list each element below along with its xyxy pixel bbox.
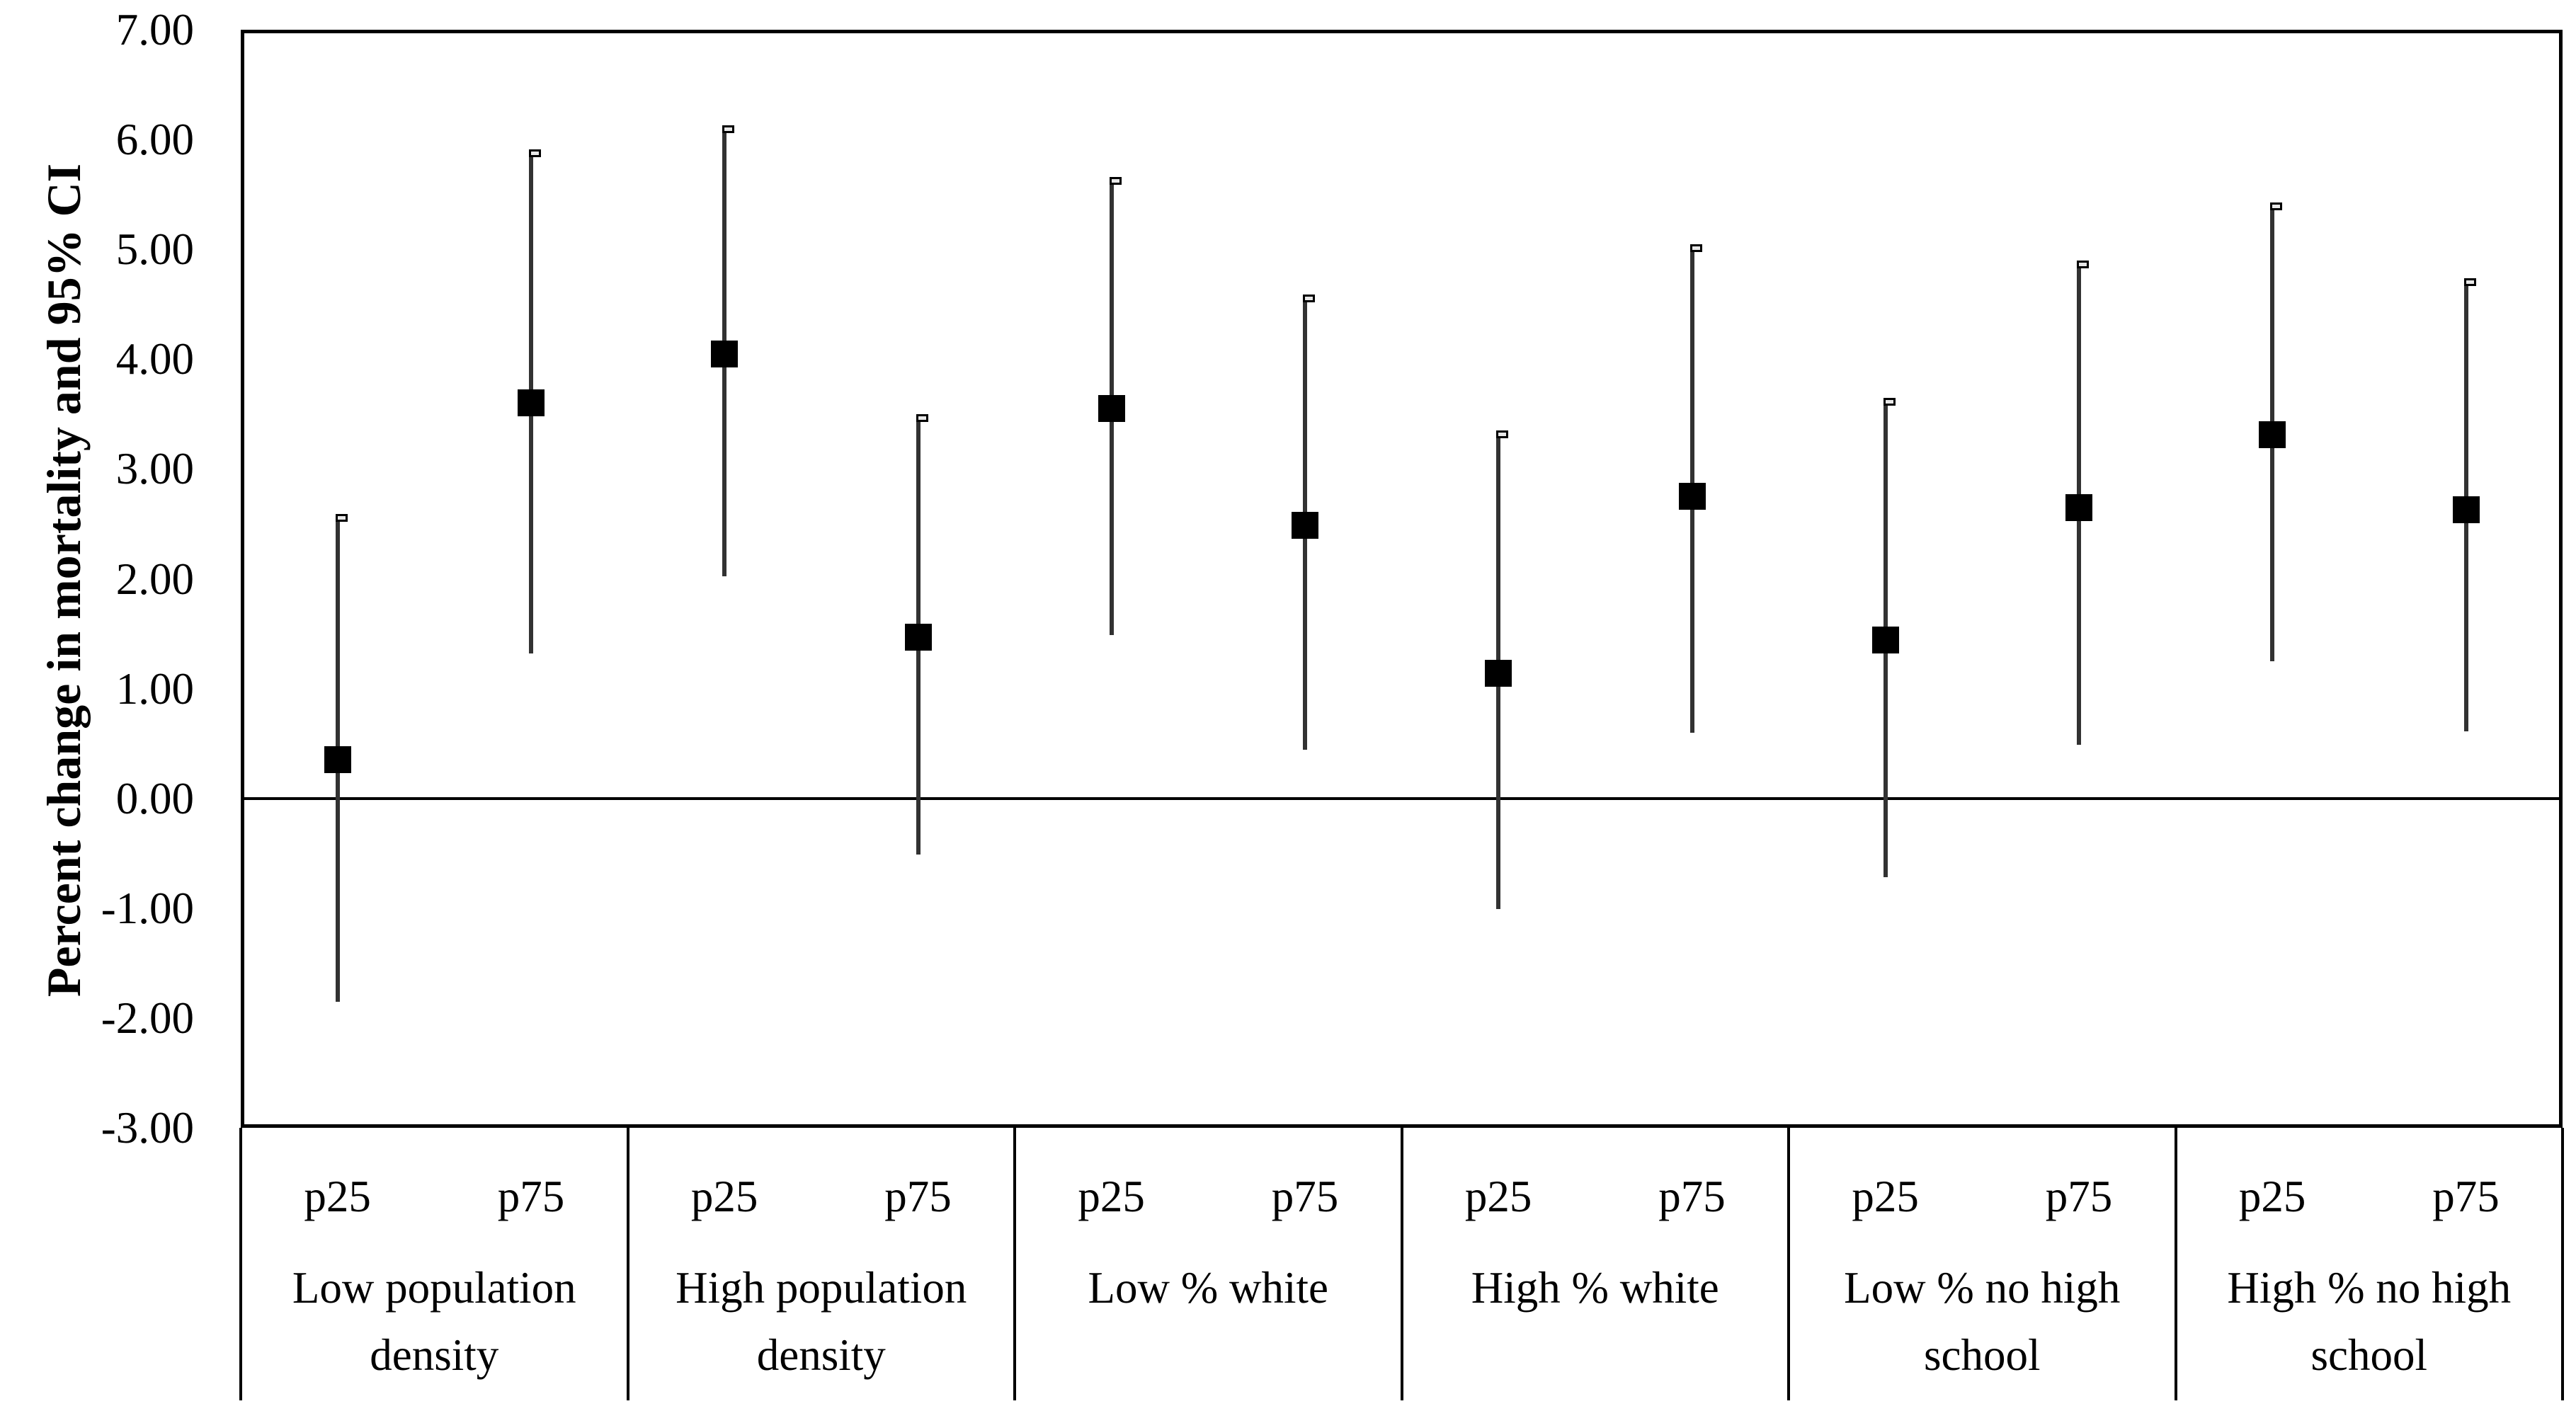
y-tick-label: 0.00 — [115, 773, 194, 823]
category-separator-line — [1787, 1128, 1790, 1400]
category-separator-line — [239, 1128, 242, 1400]
data-point-marker — [1871, 627, 1899, 654]
x-tick-label: p25 — [1464, 1172, 1532, 1221]
y-tick-label: -2.00 — [101, 993, 194, 1043]
x-tick-label: p25 — [690, 1172, 758, 1221]
y-tick-label: -3.00 — [101, 1103, 194, 1153]
y-tick-label: 1.00 — [115, 663, 194, 714]
category-label: Low % no high school — [1844, 1263, 2121, 1380]
error-bar-top-cap — [1496, 430, 1509, 439]
category-separator-line — [2174, 1128, 2177, 1400]
category-separator-line — [1400, 1128, 1403, 1400]
data-point-marker — [2259, 421, 2286, 449]
x-tick-label: p75 — [497, 1172, 565, 1221]
category-label: High population density — [676, 1263, 967, 1380]
y-tick-label: 3.00 — [115, 444, 194, 494]
data-point-marker — [324, 746, 351, 774]
zero-reference-line — [241, 796, 2563, 800]
y-tick-label: 4.00 — [115, 334, 194, 384]
data-point-marker — [2065, 493, 2092, 521]
error-bar-top-cap — [1303, 294, 1315, 302]
data-point-marker — [711, 340, 739, 367]
data-point-marker — [1678, 483, 1706, 510]
error-bar-top-cap — [1689, 244, 1702, 252]
data-point-marker — [1485, 659, 1512, 687]
x-tick-label: p25 — [304, 1172, 371, 1221]
x-tick-label: p75 — [1271, 1172, 1339, 1221]
x-tick-label: p75 — [1658, 1172, 1726, 1221]
data-point-marker — [1098, 395, 1125, 423]
category-label: High % white — [1471, 1263, 1719, 1313]
x-tick-label: p75 — [884, 1172, 952, 1221]
category-separator-line — [626, 1128, 629, 1400]
x-tick-label: p25 — [1078, 1172, 1145, 1221]
error-bar-top-cap — [2077, 260, 2089, 268]
data-point-marker — [1292, 511, 1318, 539]
error-bar-top-cap — [529, 149, 541, 158]
data-point-marker — [518, 389, 545, 417]
x-tick-label: p75 — [2045, 1172, 2113, 1221]
error-bar-top-cap — [2463, 278, 2476, 286]
data-point-marker — [904, 623, 932, 651]
y-tick-label: 5.00 — [115, 224, 194, 275]
x-tick-label: p25 — [1852, 1172, 1919, 1221]
category-label: Low % white — [1088, 1263, 1328, 1313]
error-bar-top-cap — [916, 413, 928, 422]
x-tick-label: p25 — [2238, 1172, 2306, 1221]
y-tick-label: 2.00 — [115, 554, 194, 604]
data-point-marker — [2452, 496, 2480, 523]
plot-area — [241, 30, 2563, 1128]
x-tick-label: p75 — [2432, 1172, 2500, 1221]
y-tick-label: -1.00 — [101, 883, 194, 933]
y-tick-label: 7.00 — [115, 5, 194, 55]
error-bar-top-cap — [722, 125, 735, 134]
error-bar-top-cap — [2270, 202, 2283, 210]
error-bar-top-cap — [1883, 397, 1896, 406]
error-bar-top-cap — [1109, 176, 1122, 185]
category-separator-line — [2561, 1128, 2564, 1400]
category-label: Low population density — [292, 1263, 576, 1380]
error-bar-top-cap — [335, 514, 348, 522]
y-tick-label: 6.00 — [115, 115, 194, 165]
category-separator-line — [1013, 1128, 1016, 1400]
category-label: High % no high school — [2227, 1263, 2512, 1380]
